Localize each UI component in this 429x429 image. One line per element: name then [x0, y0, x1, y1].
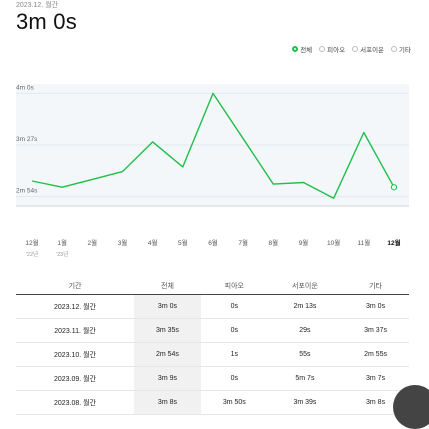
y-tick-label: 3m 27s	[16, 136, 38, 143]
cell-period: 2023.10. 월간	[16, 342, 135, 367]
radio-icon	[292, 46, 299, 52]
col-header-support: 서포이운	[267, 278, 343, 295]
y-tick-label: 2m 54s	[16, 188, 38, 195]
cell-total: 3m 9s	[134, 366, 201, 391]
legend-option-piao[interactable]: 피아오	[319, 44, 345, 54]
cell-other: 3m 37s	[342, 318, 409, 343]
x-tick-label: 6월	[208, 238, 218, 247]
x-tick-label: 11월	[357, 238, 370, 247]
cell-total: 3m 0s	[134, 294, 201, 319]
col-header-period: 기간	[16, 278, 135, 295]
cell-support: 55s	[267, 342, 343, 367]
table-row: 2023.08. 월간 3m 8s 3m 50s 3m 39s 3m 8s	[16, 390, 409, 415]
radio-icon	[319, 46, 326, 52]
x-tick-label: 8월	[269, 238, 279, 247]
total-value: 3m 0s	[16, 9, 77, 34]
data-table: 기간 전체 피아오 서포이운 기타 2023.12. 월간 3m 0s 0s 2…	[16, 278, 409, 415]
period-label: 2023.12. 월간	[16, 2, 59, 9]
cell-total: 2m 54s	[134, 342, 201, 367]
cell-support: 3m 39s	[267, 390, 343, 415]
cell-total: 3m 35s	[134, 318, 201, 343]
cell-other: 2m 55s	[342, 342, 409, 367]
x-tick-sublabel: '23년	[56, 250, 68, 258]
cell-other: 3m 0s	[342, 294, 409, 319]
cell-total: 3m 8s	[134, 390, 201, 415]
col-header-piao: 피아오	[200, 278, 268, 295]
table-row: 2023.10. 월간 2m 54s 1s 55s 2m 55s	[16, 342, 409, 367]
x-tick-label: 10월	[327, 238, 340, 247]
line-chart: 4m 0s 3m 27s 2m 54s 12월 '22년 1월 '23년 2월 3월 4월 5월 6월…	[16, 84, 409, 258]
cell-support: 29s	[267, 318, 343, 343]
cell-period: 2023.12. 월간	[16, 294, 135, 319]
cell-period: 2023.09. 월간	[16, 366, 135, 391]
x-tick-label: 1월	[57, 238, 67, 247]
x-tick-label: 9월	[299, 238, 309, 247]
series-line	[31, 92, 395, 199]
legend-option-other[interactable]: 기타	[391, 44, 411, 54]
table-row: 2023.12. 월간 3m 0s 0s 2m 13s 3m 0s	[16, 294, 409, 319]
x-tick-label: 12월	[387, 238, 400, 247]
cell-piao: 3m 50s	[200, 390, 268, 415]
x-tick-label: 5월	[178, 238, 188, 247]
x-tick-label: 2월	[88, 238, 98, 247]
col-header-other: 기타	[342, 278, 409, 295]
cell-piao: 0s	[200, 294, 268, 319]
cell-period: 2023.08. 월간	[16, 390, 135, 415]
x-tick-label: 12월	[25, 238, 38, 247]
y-tick-label: 4m 0s	[16, 84, 34, 91]
cell-support: 5m 7s	[267, 366, 343, 391]
floating-action-button[interactable]	[393, 385, 429, 429]
cell-period: 2023.11. 월간	[16, 318, 135, 343]
cell-other: 3m 7s	[342, 366, 409, 391]
table-row: 2023.09. 월간 3m 9s 0s 5m 7s 3m 7s	[16, 366, 409, 391]
legend-option-support[interactable]: 서포이운	[352, 44, 384, 54]
data-point-highlight	[390, 184, 398, 191]
radio-icon	[352, 46, 359, 52]
legend: 전체 피아오 서포이운 기타	[292, 44, 411, 54]
legend-option-all[interactable]: 전체	[292, 44, 312, 54]
x-tick-label: 7월	[238, 238, 248, 247]
cell-piao: 1s	[200, 342, 268, 367]
cell-piao: 0s	[200, 366, 268, 391]
col-header-total: 전체	[134, 278, 201, 295]
table-header-row: 기간 전체 피아오 서포이운 기타	[16, 278, 409, 295]
x-tick-sublabel: '22년	[26, 250, 38, 258]
x-tick-label: 3월	[118, 238, 128, 247]
cell-support: 2m 13s	[267, 294, 343, 319]
x-tick-label: 4월	[148, 238, 158, 247]
radio-icon	[391, 46, 398, 52]
cell-piao: 0s	[200, 318, 268, 343]
table-row: 2023.11. 월간 3m 35s 0s 29s 3m 37s	[16, 318, 409, 343]
